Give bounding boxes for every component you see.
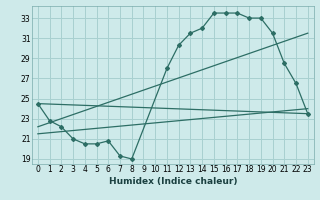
X-axis label: Humidex (Indice chaleur): Humidex (Indice chaleur) [108,177,237,186]
